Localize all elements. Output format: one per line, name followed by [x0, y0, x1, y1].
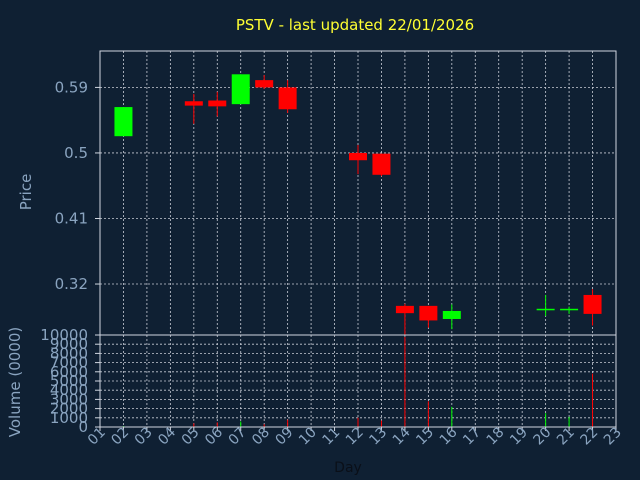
candle-up — [442, 310, 461, 319]
volume-y-tick-labels: 0100020003000400050006000700080009000100… — [40, 326, 100, 436]
candle-down — [372, 153, 391, 175]
candle-down — [255, 80, 274, 88]
volume-tick-label: 5000 — [50, 372, 88, 390]
price-axis-label: Price — [17, 174, 35, 211]
candle-down — [583, 294, 602, 314]
price-tick-label: 0.5 — [64, 144, 88, 162]
candle-up — [560, 308, 579, 311]
price-tick-label: 0.59 — [55, 78, 88, 96]
volume-tick-label: 2000 — [50, 400, 88, 418]
volume-tick-label: 9000 — [50, 335, 88, 353]
candle-down — [278, 87, 297, 110]
candle-up — [536, 308, 555, 311]
price-tick-label: 0.41 — [55, 209, 88, 227]
volume-tick-label: 1000 — [50, 409, 88, 427]
candle-up — [114, 107, 133, 137]
price-grid — [99, 51, 617, 335]
volume-panel-frame — [99, 334, 617, 428]
volume-tick-label: 10000 — [40, 326, 88, 344]
x-axis-label: Day — [334, 460, 362, 476]
volume-bars — [122, 336, 594, 427]
volume-tick-label: 3000 — [50, 390, 88, 408]
candle-down — [349, 152, 367, 161]
volume-tick-label: 8000 — [50, 344, 88, 362]
candle-down — [419, 305, 438, 321]
volume-tick-label: 6000 — [50, 363, 88, 381]
candles — [114, 74, 602, 335]
price-tick-label: 0.32 — [55, 275, 88, 293]
volume-tick-label: 0 — [78, 418, 88, 436]
volume-axis-label: Volume (0000) — [6, 327, 24, 437]
volume-tick-label: 4000 — [50, 381, 88, 399]
chart-title: PSTV - last updated 22/01/2026 — [236, 16, 474, 34]
candle-up — [231, 74, 250, 105]
candle-down — [395, 305, 414, 314]
volume-tick-label: 7000 — [50, 354, 88, 372]
price-y-tick-labels: 0.32 0.41 0.5 0.59 — [55, 78, 100, 293]
x-tick-labels: 01 02 03 04 05 06 07 08 09 10 11 12 13 14 15 16 17 18 19 20… — [85, 424, 625, 448]
candle-down — [208, 100, 227, 107]
candle-down — [184, 101, 203, 106]
